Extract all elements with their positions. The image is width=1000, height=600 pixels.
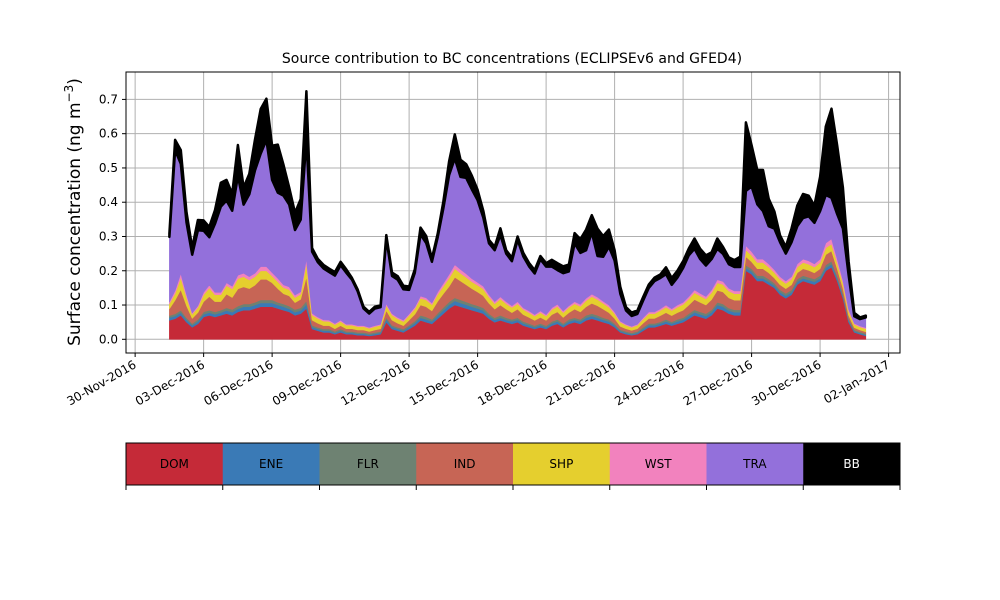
- legend-swatch-dom: [126, 443, 224, 485]
- y-tick-label: 0.5: [99, 161, 118, 175]
- x-tick-label: 24-Dec-2016: [612, 357, 686, 408]
- y-tick-label: 0.4: [99, 195, 118, 209]
- y-tick-label: 0.0: [99, 332, 118, 346]
- legend-label-wst: WST: [645, 457, 672, 471]
- legend-label-dom: DOM: [160, 457, 189, 471]
- legend-label-tra: TRA: [742, 457, 767, 471]
- legend-label-bb: BB: [843, 457, 859, 471]
- plot-frame: [125, 71, 901, 354]
- x-tick-label: 03-Dec-2016: [133, 357, 207, 408]
- y-tick-label: 0.2: [99, 264, 118, 278]
- y-tick-label: 0.1: [99, 298, 118, 312]
- legend-label-ene: ENE: [259, 457, 283, 471]
- x-tick-label: 09-Dec-2016: [270, 357, 344, 408]
- chart-title: Source contribution to BC concentrations…: [282, 51, 742, 67]
- x-tick-label: 15-Dec-2016: [407, 357, 481, 408]
- y-axis-label-superscript: −3: [62, 85, 76, 103]
- x-tick-label: 18-Dec-2016: [475, 357, 549, 408]
- legend-swatch-ene: [222, 443, 320, 485]
- legend-swatch-bb: [803, 443, 901, 485]
- x-tick-label: 30-Nov-2016: [64, 357, 138, 408]
- stacked-areas: [168, 89, 868, 340]
- y-tick-label: 0.6: [99, 127, 118, 141]
- y-axis-label-close: ): [65, 78, 85, 85]
- legend-label-shp: SHP: [549, 457, 573, 471]
- legend-label-ind: IND: [454, 457, 476, 471]
- y-tick-label: 0.7: [99, 92, 118, 106]
- area-bb: [168, 89, 868, 321]
- x-tick-label: 30-Dec-2016: [749, 357, 823, 408]
- x-tick-label: 06-Dec-2016: [201, 357, 275, 408]
- legend-swatch-shp: [513, 443, 611, 485]
- legend-swatch-tra: [706, 443, 804, 485]
- x-tick-label: 12-Dec-2016: [338, 357, 412, 408]
- legend-swatch-ind: [416, 443, 514, 485]
- y-axis-label: Surface concentration (ng m−3): [62, 78, 85, 346]
- x-tick-label: 02-Jan-2017: [821, 357, 892, 406]
- x-tick-label: 27-Dec-2016: [681, 357, 755, 408]
- legend-swatch-wst: [609, 443, 707, 485]
- x-tick-label: 21-Dec-2016: [544, 357, 618, 408]
- y-tick-label: 0.3: [99, 229, 118, 243]
- legend-label-flr: FLR: [357, 457, 379, 471]
- legend-swatch-flr: [319, 443, 417, 485]
- legend: DOM ENE FLR IND SHP WST TRA BB: [125, 442, 901, 490]
